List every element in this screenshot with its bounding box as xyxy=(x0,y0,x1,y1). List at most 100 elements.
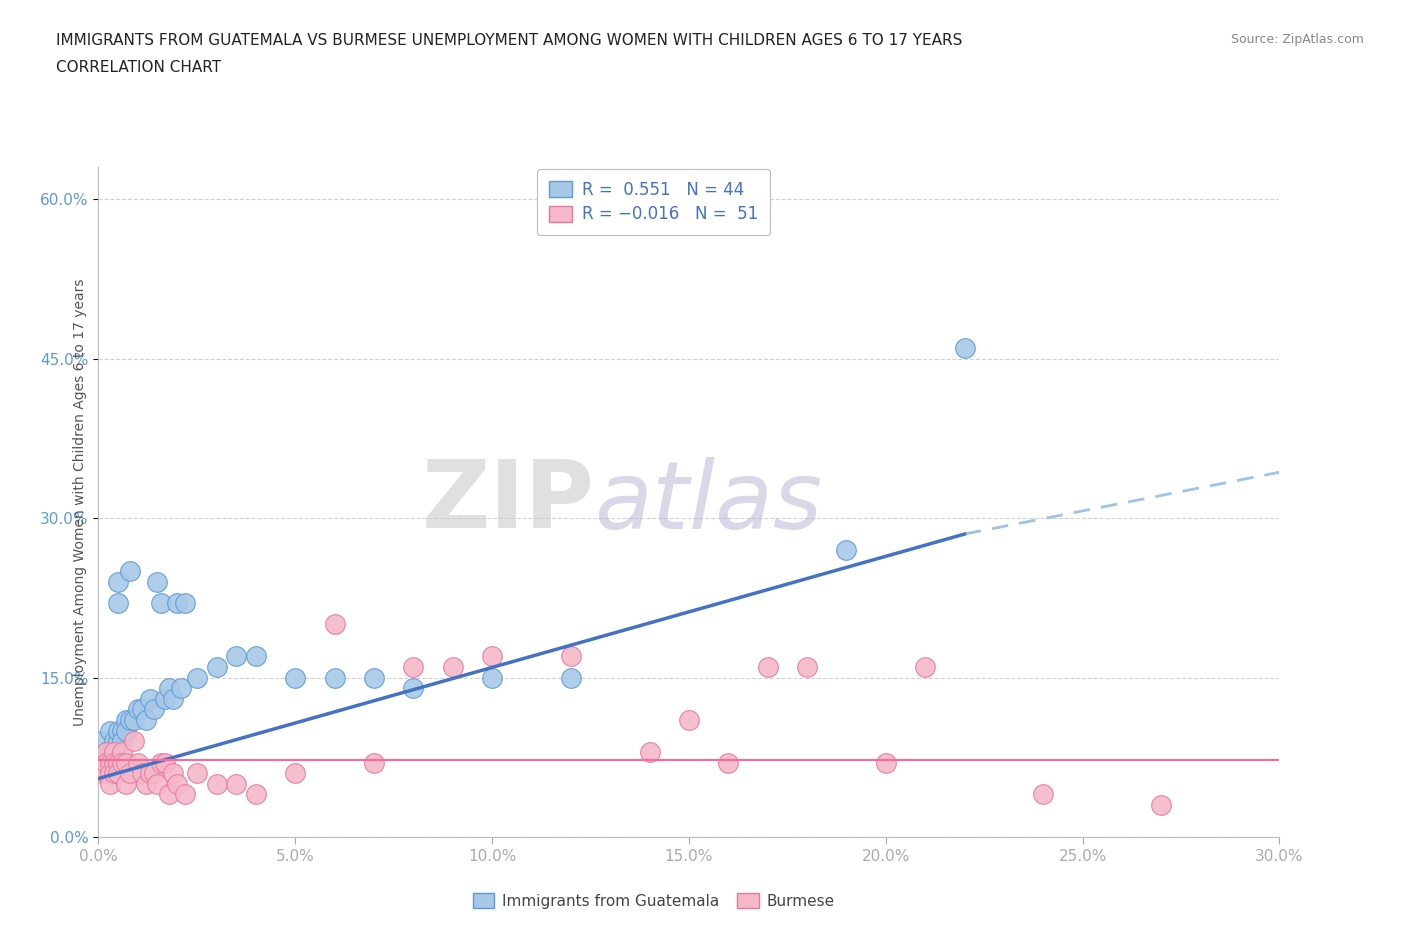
Point xyxy=(245,649,267,664)
Point xyxy=(98,724,121,738)
Point xyxy=(107,724,129,738)
Point xyxy=(127,755,149,770)
Point xyxy=(98,765,121,780)
Text: IMMIGRANTS FROM GUATEMALA VS BURMESE UNEMPLOYMENT AMONG WOMEN WITH CHILDREN AGES: IMMIGRANTS FROM GUATEMALA VS BURMESE UNE… xyxy=(56,33,963,47)
Point xyxy=(323,671,346,685)
Point xyxy=(122,712,145,727)
Point xyxy=(157,681,180,696)
Point xyxy=(166,596,188,611)
Point xyxy=(150,596,173,611)
Point xyxy=(111,724,134,738)
Point xyxy=(835,542,858,557)
Point xyxy=(245,787,267,802)
Point xyxy=(98,745,121,760)
Point xyxy=(138,691,160,706)
Y-axis label: Unemployment Among Women with Children Ages 6 to 17 years: Unemployment Among Women with Children A… xyxy=(73,278,87,726)
Legend: Immigrants from Guatemala, Burmese: Immigrants from Guatemala, Burmese xyxy=(465,885,842,916)
Point xyxy=(162,691,184,706)
Text: ZIP: ZIP xyxy=(422,457,595,548)
Point xyxy=(103,734,125,749)
Point xyxy=(135,712,157,727)
Point xyxy=(155,691,177,706)
Point xyxy=(756,659,779,674)
Point xyxy=(115,777,138,791)
Point xyxy=(155,755,177,770)
Point xyxy=(717,755,740,770)
Point xyxy=(225,649,247,664)
Point xyxy=(111,755,134,770)
Point xyxy=(402,659,425,674)
Point xyxy=(284,671,307,685)
Point xyxy=(96,755,118,770)
Point xyxy=(157,787,180,802)
Point xyxy=(174,787,197,802)
Point xyxy=(796,659,818,674)
Point xyxy=(131,702,153,717)
Point xyxy=(142,765,165,780)
Point xyxy=(131,765,153,780)
Point xyxy=(98,755,121,770)
Point xyxy=(96,765,118,780)
Point xyxy=(127,702,149,717)
Point xyxy=(103,745,125,760)
Point xyxy=(481,671,503,685)
Point xyxy=(225,777,247,791)
Point xyxy=(103,745,125,760)
Text: atlas: atlas xyxy=(595,457,823,548)
Point xyxy=(91,765,114,780)
Point xyxy=(91,734,114,749)
Point xyxy=(1150,798,1173,813)
Point xyxy=(162,765,184,780)
Point xyxy=(560,671,582,685)
Point xyxy=(103,755,125,770)
Point xyxy=(363,755,385,770)
Point xyxy=(107,765,129,780)
Point xyxy=(111,734,134,749)
Point xyxy=(1032,787,1054,802)
Point xyxy=(115,724,138,738)
Point xyxy=(122,734,145,749)
Point xyxy=(98,777,121,791)
Point xyxy=(115,712,138,727)
Point xyxy=(205,777,228,791)
Point xyxy=(142,702,165,717)
Point xyxy=(678,712,700,727)
Point xyxy=(107,755,129,770)
Point xyxy=(98,755,121,770)
Point xyxy=(103,765,125,780)
Point xyxy=(481,649,503,664)
Point xyxy=(91,755,114,770)
Point xyxy=(107,575,129,590)
Point xyxy=(146,575,169,590)
Point xyxy=(174,596,197,611)
Point xyxy=(953,340,976,355)
Point xyxy=(914,659,936,674)
Point xyxy=(115,755,138,770)
Point xyxy=(441,659,464,674)
Point xyxy=(107,734,129,749)
Point xyxy=(186,765,208,780)
Point xyxy=(560,649,582,664)
Point xyxy=(138,765,160,780)
Point xyxy=(323,617,346,631)
Point xyxy=(875,755,897,770)
Point xyxy=(186,671,208,685)
Point xyxy=(135,777,157,791)
Point xyxy=(284,765,307,780)
Point xyxy=(170,681,193,696)
Point xyxy=(118,765,141,780)
Point xyxy=(146,777,169,791)
Point xyxy=(111,745,134,760)
Point xyxy=(205,659,228,674)
Point xyxy=(96,745,118,760)
Point xyxy=(96,755,118,770)
Text: Source: ZipAtlas.com: Source: ZipAtlas.com xyxy=(1230,33,1364,46)
Point xyxy=(96,745,118,760)
Point xyxy=(118,564,141,578)
Point xyxy=(166,777,188,791)
Point xyxy=(107,596,129,611)
Point xyxy=(118,712,141,727)
Point xyxy=(638,745,661,760)
Point xyxy=(150,755,173,770)
Point xyxy=(402,681,425,696)
